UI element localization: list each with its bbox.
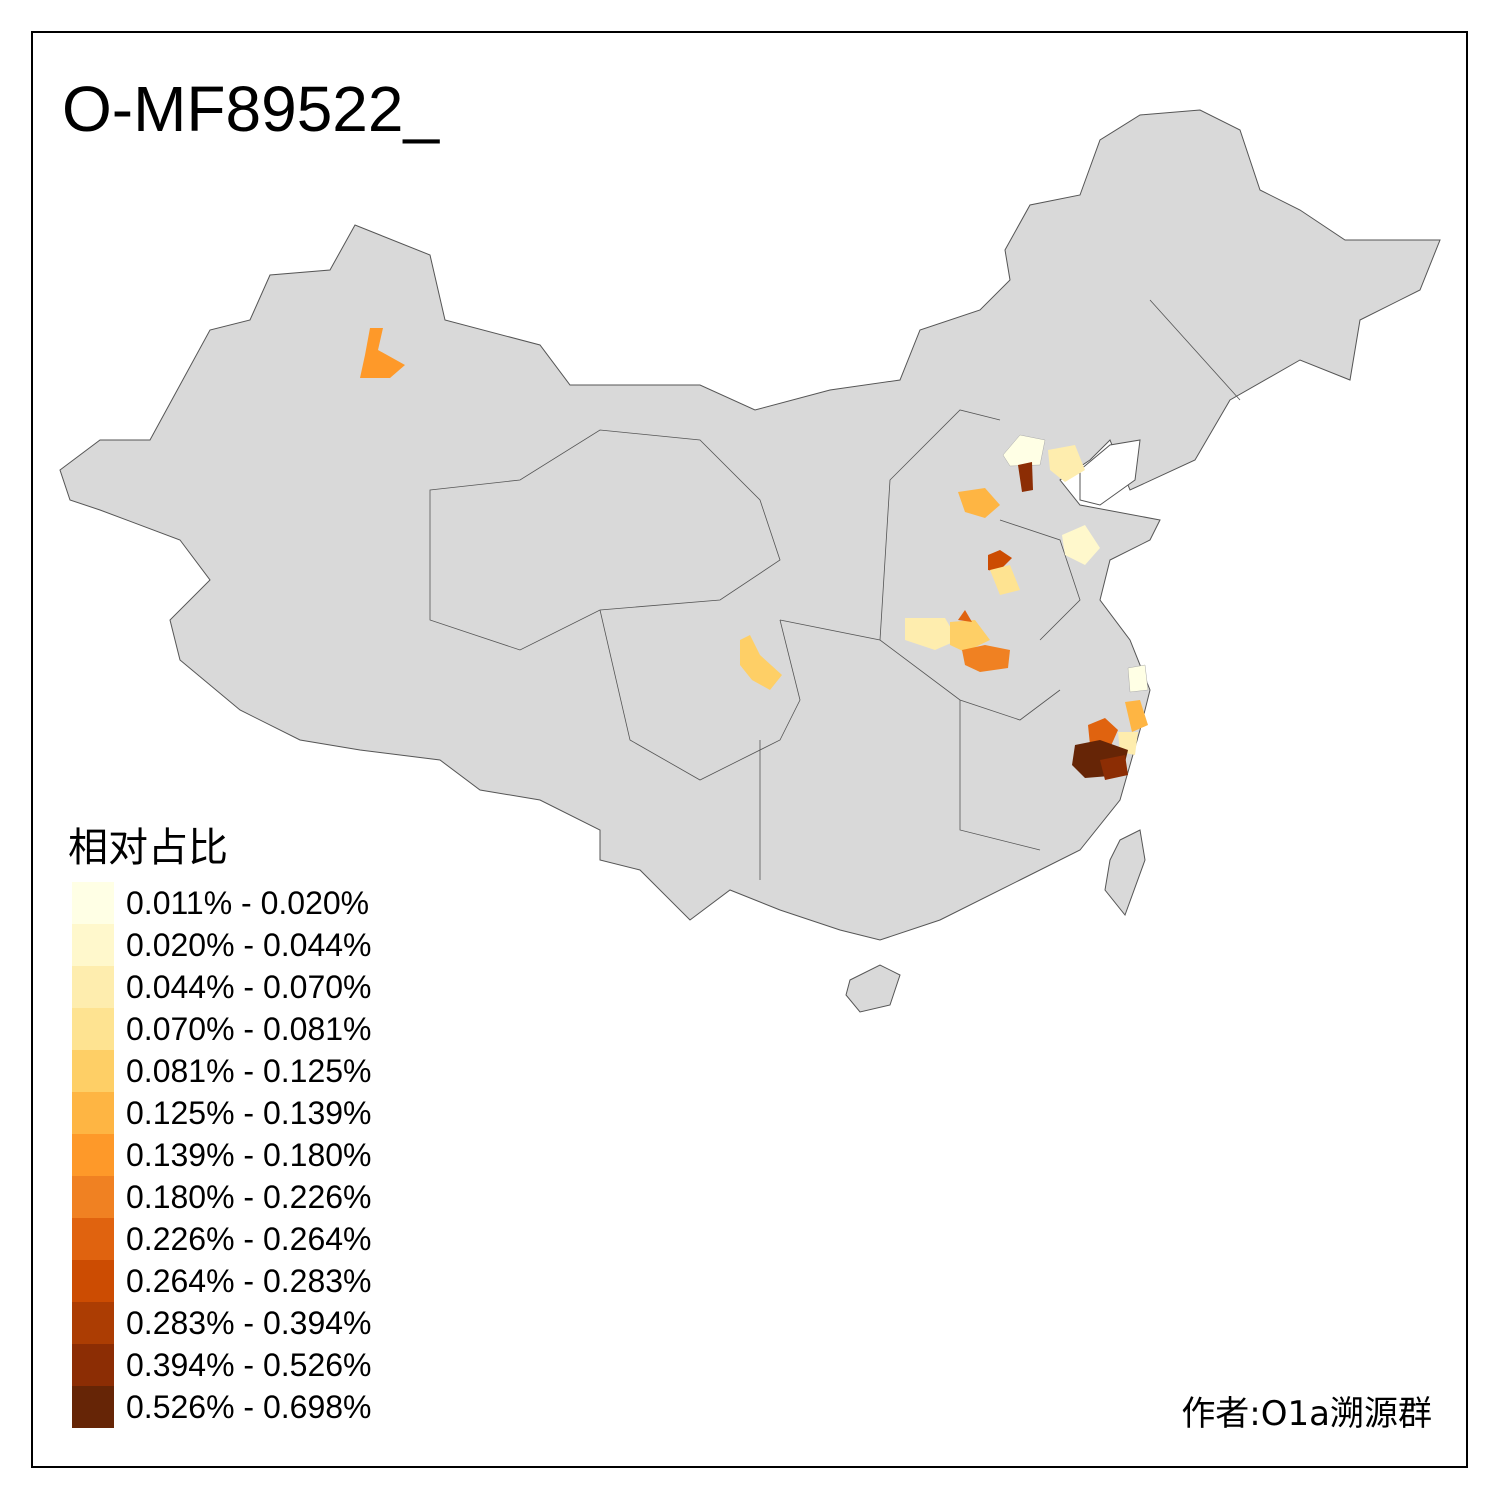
legend-title: 相对占比: [68, 825, 228, 871]
legend-item: 0.526% - 0.698%: [72, 1386, 372, 1428]
region-anyang: [988, 550, 1012, 572]
legend-swatch: [72, 1386, 114, 1428]
region-sichuan: [740, 635, 782, 690]
hainan: [845, 964, 901, 1013]
legend-swatch: [72, 882, 114, 924]
legend-item: 0.044% - 0.070%: [72, 966, 372, 1008]
region-zhejiang-n: [1125, 700, 1148, 732]
legend-label: 0.044% - 0.070%: [126, 968, 372, 1005]
legend-label: 0.020% - 0.044%: [126, 926, 372, 963]
legend-label: 0.264% - 0.283%: [126, 1262, 372, 1299]
legend-swatch: [72, 1092, 114, 1134]
legend-item: 0.081% - 0.125%: [72, 1050, 372, 1092]
map-frame: [31, 31, 1468, 1468]
china-outline: [59, 109, 1441, 941]
legend-label: 0.081% - 0.125%: [126, 1052, 372, 1089]
legend-swatch: [72, 1302, 114, 1344]
legend-swatch: [72, 1260, 114, 1302]
legend-label: 0.394% - 0.526%: [126, 1346, 372, 1383]
province-borders: [429, 299, 1241, 880]
legend-swatch: [72, 1050, 114, 1092]
legend-item: 0.139% - 0.180%: [72, 1134, 372, 1176]
region-xinjiang: [360, 328, 405, 378]
region-henan-w: [950, 620, 990, 652]
region-wenzhou: [1100, 755, 1128, 780]
region-beijing: [1002, 434, 1046, 467]
bohai-sea: [1079, 439, 1141, 506]
legend-item: 0.020% - 0.044%: [72, 924, 372, 966]
legend-item: 0.283% - 0.394%: [72, 1302, 372, 1344]
legend-swatch: [72, 1344, 114, 1386]
legend-item: 0.011% - 0.020%: [72, 882, 372, 924]
legend-label: 0.125% - 0.139%: [126, 1094, 372, 1131]
author-credit: 作者:O1a溯源群: [1181, 1394, 1432, 1434]
legend: 0.011% - 0.020% 0.020% - 0.044% 0.044% - 0…: [72, 882, 372, 1428]
legend-swatch: [72, 1176, 114, 1218]
legend-label: 0.283% - 0.394%: [126, 1304, 372, 1341]
region-zhejiang-c: [1088, 718, 1118, 748]
legend-item: 0.180% - 0.226%: [72, 1176, 372, 1218]
legend-item: 0.226% - 0.264%: [72, 1218, 372, 1260]
legend-swatch: [72, 924, 114, 966]
colored-regions: [360, 328, 1149, 780]
legend-label: 0.526% - 0.698%: [126, 1388, 372, 1425]
legend-swatch: [72, 966, 114, 1008]
legend-label: 0.226% - 0.264%: [126, 1220, 372, 1257]
region-henan-pt: [958, 610, 972, 622]
legend-swatch: [72, 1134, 114, 1176]
legend-item: 0.394% - 0.526%: [72, 1344, 372, 1386]
legend-item: 0.125% - 0.139%: [72, 1092, 372, 1134]
taiwan: [1104, 829, 1146, 917]
legend-item: 0.070% - 0.081%: [72, 1008, 372, 1050]
legend-label: 0.070% - 0.081%: [126, 1010, 372, 1047]
legend-swatch: [72, 1218, 114, 1260]
legend-label: 0.139% - 0.180%: [126, 1136, 372, 1173]
region-nanyang: [962, 645, 1010, 672]
legend-label: 0.180% - 0.226%: [126, 1178, 372, 1215]
region-baoding: [1018, 462, 1033, 492]
legend-swatch: [72, 1008, 114, 1050]
region-taiyuan: [958, 488, 1000, 518]
region-henan-n: [990, 565, 1020, 595]
legend-item: 0.264% - 0.283%: [72, 1260, 372, 1302]
region-shaanxi: [905, 618, 958, 650]
region-jiangsu: [1127, 664, 1149, 693]
legend-label: 0.011% - 0.020%: [126, 884, 370, 921]
map-title: O-MF89522_: [62, 73, 440, 145]
region-shandong: [1062, 525, 1100, 565]
region-tangshan: [1048, 445, 1085, 482]
